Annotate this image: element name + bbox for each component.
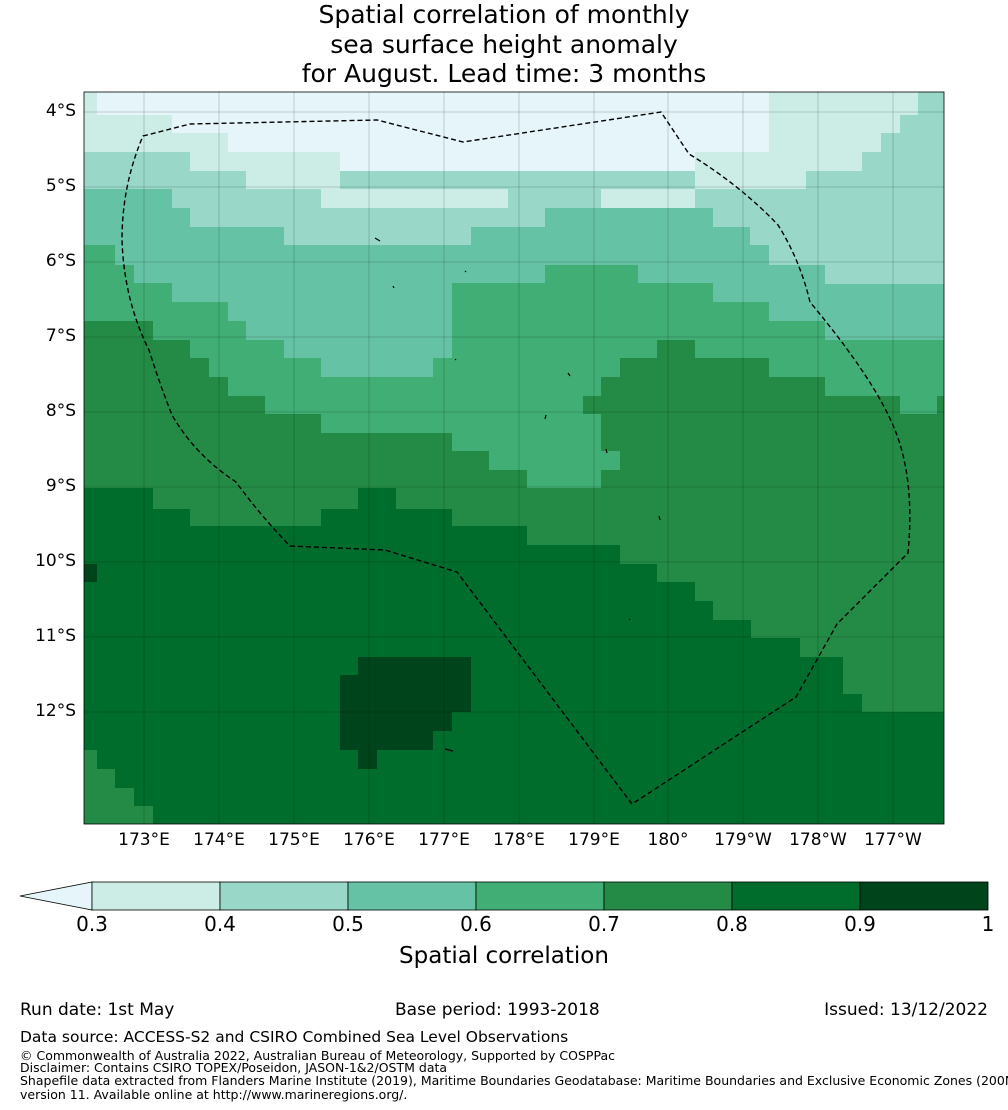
longitude-label: 177°W <box>864 830 922 850</box>
island-6 <box>544 414 547 420</box>
longitude-label: 176°E <box>343 830 395 850</box>
longitude-label: 173°E <box>118 830 170 850</box>
colorbar-segment <box>859 881 989 911</box>
run-date: Run date: 1st May <box>20 1000 175 1020</box>
island-3 <box>464 270 467 273</box>
latitude-label: 8°S <box>45 401 76 421</box>
chart-title: Spatial correlation of monthly sea surfa… <box>0 0 1008 89</box>
data-source: Data source: ACCESS-S2 and CSIRO Combine… <box>20 1028 569 1046</box>
latitude-label: 4°S <box>45 101 76 121</box>
issued-date: Issued: 13/12/2022 <box>824 1000 988 1020</box>
colorbar-extend-min <box>19 881 93 911</box>
longitude-label: 175°E <box>268 830 320 850</box>
eez-boundary <box>121 111 911 805</box>
copyright: © Commonwealth of Australia 2022, Austra… <box>20 1048 615 1063</box>
colorbar-segment <box>603 881 733 911</box>
colorbar-segment <box>475 881 605 911</box>
patch-top-left <box>84 92 97 115</box>
patch-0.9-1 <box>340 657 471 769</box>
island-10 <box>444 748 454 752</box>
longitude-label: 178°W <box>789 830 847 850</box>
longitude-label: 179°E <box>568 830 620 850</box>
patch-southwest <box>84 750 153 824</box>
longitude-label: 180° <box>647 830 689 850</box>
colorbar-segment <box>91 881 221 911</box>
island-8 <box>658 515 661 521</box>
island-5 <box>567 372 571 377</box>
colorbar <box>19 881 989 911</box>
island-7 <box>605 448 608 454</box>
island-9 <box>628 618 631 621</box>
patch-east-mid <box>825 265 944 284</box>
colorbar-tick-label: 0.6 <box>460 912 492 936</box>
colorbar-tick-label: 0.5 <box>332 912 364 936</box>
colorbar-tick-label: 0.7 <box>588 912 620 936</box>
colorbar-segment <box>347 881 477 911</box>
islands <box>374 237 661 752</box>
band-0 <box>97 92 769 171</box>
longitude-label: 179°W <box>714 830 772 850</box>
colorbar-tick-label: 1 <box>981 912 995 936</box>
colorbar-tick-label: 0.9 <box>844 912 876 936</box>
colorbar-tick-label: 0.4 <box>204 912 236 936</box>
patch-light-east <box>601 189 695 208</box>
title-line-2: sea surface height anomaly <box>330 29 678 59</box>
latitude-label: 6°S <box>45 251 76 271</box>
latitude-label: 10°S <box>35 551 76 571</box>
colorbar-tick-label: 0.3 <box>76 912 108 936</box>
longitude-label: 178°E <box>493 830 545 850</box>
colorbar-label: Spatial correlation <box>399 943 609 969</box>
patch-light-centre <box>321 189 508 208</box>
colorbar-segment <box>731 881 861 911</box>
latitude-label: 9°S <box>45 476 76 496</box>
island-1 <box>374 237 381 242</box>
longitude-label: 177°E <box>418 830 470 850</box>
map-frame <box>83 91 945 825</box>
shapefile-credit-1: Shapefile data extracted from Flanders M… <box>20 1073 1008 1088</box>
title-line-3: for August. Lead time: 3 months <box>301 59 707 88</box>
longitude-label: 174°E <box>193 830 245 850</box>
patch-dark-west <box>84 564 97 582</box>
latitude-label: 12°S <box>35 701 76 721</box>
title-line-1: Spatial correlation of monthly <box>318 0 690 29</box>
island-2 <box>392 285 395 289</box>
disclaimer: Disclaimer: Contains CSIRO TOPEX/Poseido… <box>20 1060 448 1075</box>
latitude-label: 7°S <box>45 326 76 346</box>
latitude-label: 11°S <box>35 626 76 646</box>
graticule <box>84 92 944 824</box>
colorbar-segment <box>219 881 349 911</box>
base-period: Base period: 1993-2018 <box>395 1000 600 1020</box>
latitude-label: 5°S <box>45 176 76 196</box>
island-4 <box>454 358 457 361</box>
shapefile-credit-2: version 11. Available online at http://w… <box>20 1087 408 1102</box>
colorbar-tick-label: 0.8 <box>716 912 748 936</box>
correlation-field <box>84 92 944 824</box>
